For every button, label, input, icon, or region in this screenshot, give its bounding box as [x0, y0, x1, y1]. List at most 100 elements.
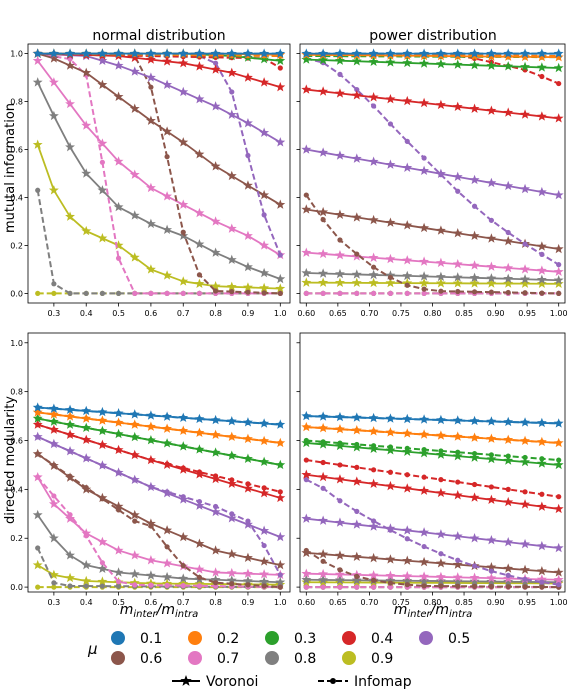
- point-voronoi-0.2: [97, 415, 108, 425]
- xlabel-left-sub1: inter: [133, 609, 157, 620]
- point-voronoi-0.8: [335, 268, 345, 279]
- point-infomap-0.6: [164, 544, 170, 550]
- point-voronoi-0.8: [194, 239, 205, 249]
- point-voronoi-0.5: [553, 542, 564, 553]
- point-voronoi-0.2: [452, 431, 463, 441]
- point-infomap-0.5: [387, 121, 394, 127]
- point-infomap-0.4: [404, 472, 410, 478]
- point-voronoi-0.1: [335, 411, 345, 422]
- point-infomap-0.8: [35, 545, 41, 551]
- point-voronoi-0.1: [113, 48, 124, 58]
- point-infomap-0.4: [488, 484, 494, 490]
- x-tick-label: 0.5: [112, 598, 125, 607]
- point-voronoi-0.9: [226, 281, 237, 292]
- point-voronoi-0.4: [503, 496, 514, 507]
- point-voronoi-0.6: [259, 189, 270, 200]
- point-voronoi-0.8: [48, 533, 59, 543]
- point-voronoi-0.7: [32, 471, 43, 482]
- point-voronoi-0.8: [162, 571, 173, 582]
- point-voronoi-0.1: [520, 417, 530, 427]
- point-voronoi-0.6: [486, 233, 497, 243]
- point-voronoi-0.3: [553, 62, 564, 73]
- point-infomap-0.4: [539, 491, 545, 497]
- point-infomap-0.5: [371, 518, 377, 524]
- point-voronoi-0.3: [259, 456, 270, 467]
- point-voronoi-0.4: [486, 494, 497, 505]
- point-infomap-0.5: [320, 485, 326, 491]
- point-voronoi-0.3: [32, 413, 43, 423]
- legend-dot-0.3: [265, 631, 279, 645]
- point-infomap-0.5: [539, 579, 545, 585]
- point-infomap-0.7: [164, 290, 170, 297]
- point-voronoi-0.1: [553, 418, 564, 428]
- point-infomap-0.8: [99, 583, 105, 589]
- point-voronoi-0.6: [351, 551, 362, 562]
- point-voronoi-0.4: [452, 490, 463, 500]
- point-infomap-0.5: [455, 188, 461, 194]
- point-voronoi-0.5: [385, 523, 396, 533]
- point-voronoi-0.4: [97, 439, 108, 450]
- point-voronoi-0.9: [259, 282, 270, 293]
- point-voronoi-0.8: [318, 268, 329, 278]
- point-voronoi-0.7: [243, 568, 253, 578]
- point-voronoi-0.8: [97, 185, 108, 195]
- point-voronoi-0.2: [435, 430, 446, 440]
- point-voronoi-0.4: [486, 105, 497, 115]
- point-infomap-0.6: [180, 229, 186, 235]
- point-voronoi-0.6: [162, 525, 173, 535]
- legend-infomap-dot: [330, 678, 336, 684]
- point-voronoi-0.3: [275, 55, 286, 65]
- point-voronoi-0.3: [81, 422, 92, 433]
- point-voronoi-0.8: [385, 575, 396, 585]
- point-infomap-0.7: [115, 579, 122, 585]
- point-voronoi-0.1: [81, 48, 92, 58]
- point-voronoi-0.8: [486, 576, 497, 586]
- point-voronoi-0.3: [402, 446, 413, 456]
- point-voronoi-0.7: [129, 550, 140, 560]
- y-tick-label: 0.6: [10, 146, 23, 155]
- point-voronoi-0.1: [301, 48, 312, 58]
- point-infomap-0.7: [387, 584, 394, 590]
- point-voronoi-0.4: [335, 88, 345, 98]
- point-voronoi-0.3: [48, 416, 59, 426]
- point-infomap-0.9: [35, 584, 41, 590]
- point-voronoi-0.8: [402, 270, 413, 281]
- x-tick-label: 0.95: [518, 309, 536, 318]
- point-voronoi-0.5: [553, 189, 564, 200]
- point-voronoi-0.4: [81, 434, 92, 445]
- point-voronoi-0.2: [402, 428, 413, 438]
- point-voronoi-0.3: [301, 54, 312, 64]
- point-voronoi-0.4: [419, 97, 430, 108]
- point-voronoi-0.7: [301, 247, 312, 257]
- point-voronoi-0.4: [259, 488, 270, 498]
- point-voronoi-0.5: [335, 517, 345, 527]
- point-voronoi-0.6: [178, 531, 189, 542]
- point-voronoi-0.3: [210, 447, 221, 457]
- x-tick-label: 0.6: [145, 309, 158, 318]
- point-voronoi-0.4: [129, 52, 140, 62]
- point-voronoi-0.2: [194, 427, 205, 437]
- point-infomap-0.9: [35, 290, 41, 297]
- point-voronoi-0.8: [469, 272, 480, 283]
- point-infomap-0.4: [505, 486, 511, 492]
- y-tick-label: 1.0: [10, 50, 23, 59]
- point-infomap-0.6: [387, 580, 394, 586]
- point-voronoi-0.8: [435, 271, 446, 282]
- point-voronoi-0.3: [553, 459, 564, 470]
- point-voronoi-0.1: [259, 418, 270, 428]
- point-infomap-0.4: [277, 489, 283, 495]
- point-voronoi-0.9: [65, 211, 75, 221]
- point-voronoi-0.4: [402, 95, 413, 106]
- point-voronoi-0.8: [536, 274, 547, 284]
- point-voronoi-0.8: [259, 576, 270, 586]
- point-voronoi-0.1: [210, 48, 221, 58]
- point-voronoi-0.2: [318, 422, 329, 433]
- point-voronoi-0.1: [145, 410, 156, 420]
- x-tick-label: 1.0: [274, 598, 287, 607]
- point-voronoi-0.1: [48, 403, 59, 413]
- point-infomap-0.7: [180, 290, 186, 297]
- point-voronoi-0.8: [32, 509, 43, 520]
- plot-area: [32, 402, 286, 590]
- point-voronoi-0.5: [194, 500, 205, 510]
- point-voronoi-0.8: [503, 273, 514, 283]
